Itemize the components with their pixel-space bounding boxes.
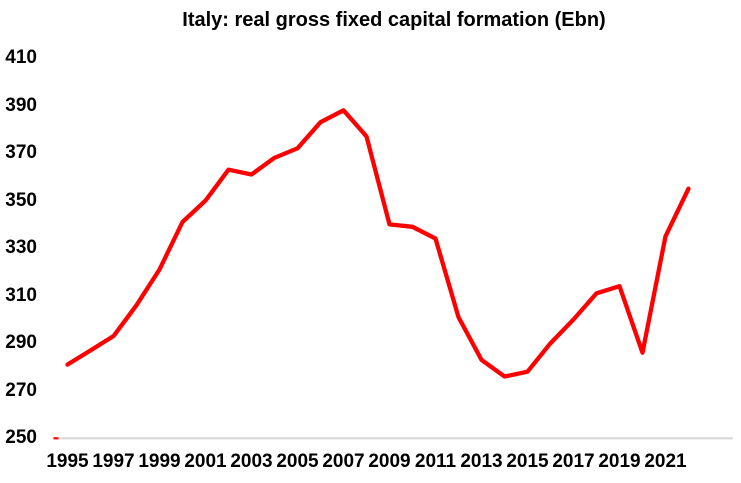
y-axis-tick-label: 290 (5, 332, 37, 354)
x-axis-tick-label: 2009 (368, 451, 411, 472)
y-axis-tick-label: 330 (5, 237, 37, 259)
series-line (65, 108, 691, 379)
x-axis-tick-label: 2019 (598, 451, 641, 472)
x-axis-tick-label: 2005 (276, 451, 319, 472)
x-axis-tick-label: 2017 (552, 451, 595, 472)
y-axis-tick-label: 310 (5, 284, 37, 306)
y-axis-tick-label: 370 (5, 142, 37, 164)
x-axis-tick-label: 2021 (644, 451, 687, 472)
x-axis-tick-label: 2007 (322, 451, 365, 472)
x-axis-tick-label: 1995 (46, 451, 89, 472)
y-axis-tick-label: 350 (5, 189, 37, 211)
y-axis-tick-label: 410 (5, 47, 37, 69)
x-axis-tick-label: 1999 (138, 451, 181, 472)
x-axis-tick-label: 2015 (506, 451, 549, 472)
chart-title: Italy: real gross fixed capital formatio… (182, 9, 606, 31)
y-axis-tick-label: 270 (5, 379, 37, 401)
y-axis-tick-label: 250 (5, 427, 37, 449)
x-axis-tick-label: 2011 (414, 451, 457, 472)
x-axis-tick-label: 2013 (460, 451, 503, 472)
y-axis-tick-label: 390 (5, 94, 37, 116)
x-axis-tick-label: 2003 (230, 451, 273, 472)
x-axis-tick-label: 2001 (184, 451, 227, 472)
x-axis-tick-label: 1997 (92, 451, 135, 472)
